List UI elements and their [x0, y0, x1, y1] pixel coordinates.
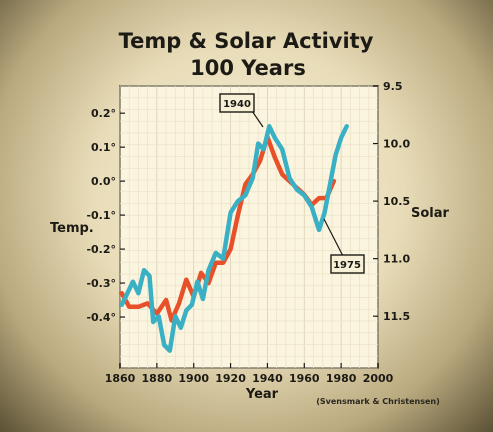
y-right-tick-label: 11.5 — [383, 310, 410, 323]
annotation-1940-label: 1940 — [223, 99, 251, 110]
y-left-tick-label: 0.2° — [91, 107, 116, 120]
annotation-1975-label: 1975 — [333, 260, 361, 271]
x-tick-label: 1960 — [289, 372, 320, 385]
chart-subtitle: 100 Years — [190, 56, 306, 80]
annotation-1940-box — [219, 93, 255, 113]
x-tick-label: 2000 — [363, 372, 394, 385]
y-right-axis-label: Solar — [411, 206, 450, 221]
tick-marks — [119, 85, 379, 368]
y-left-tick-label: -0.4° — [86, 311, 116, 324]
y-left-tick-label: 0.1° — [91, 141, 116, 154]
annotation-1975-pointer — [323, 218, 345, 259]
source-credit: (Svensmark & Christensen) — [316, 397, 440, 406]
x-axis-label: Year — [245, 387, 279, 402]
x-tick-label: 1900 — [178, 372, 209, 385]
tick-labels: 1860 1880 1900 1920 1940 1960 1980 2000 0.2° 0.1°… — [86, 80, 410, 385]
y-right-tick-label: 10.0 — [383, 138, 410, 151]
y-right-tick-label: 10.5 — [383, 195, 410, 208]
y-left-tick-label: 0.0° — [91, 175, 116, 188]
y-left-tick-label: -0.1° — [86, 209, 116, 222]
x-tick-label: 1880 — [142, 372, 173, 385]
y-left-tick-label: -0.3° — [86, 277, 116, 290]
annotation-1975-box — [330, 254, 365, 274]
y-left-tick-label: -0.2° — [86, 243, 116, 256]
x-tick-label: 1980 — [326, 372, 357, 385]
solar-series-line — [119, 124, 349, 353]
chart-title: Temp & Solar Activity — [119, 29, 374, 53]
x-tick-label: 1920 — [215, 372, 246, 385]
y-right-tick-label: 9.5 — [383, 80, 403, 93]
series-lines — [119, 124, 349, 353]
x-tick-label: 1860 — [105, 372, 136, 385]
y-right-tick-label: 11.0 — [383, 253, 410, 266]
y-left-axis-label: Temp. — [50, 221, 94, 236]
annotation-1975: 1975 — [323, 218, 365, 274]
x-tick-label: 1940 — [252, 372, 283, 385]
annotation-1940: 1940 — [219, 93, 264, 128]
